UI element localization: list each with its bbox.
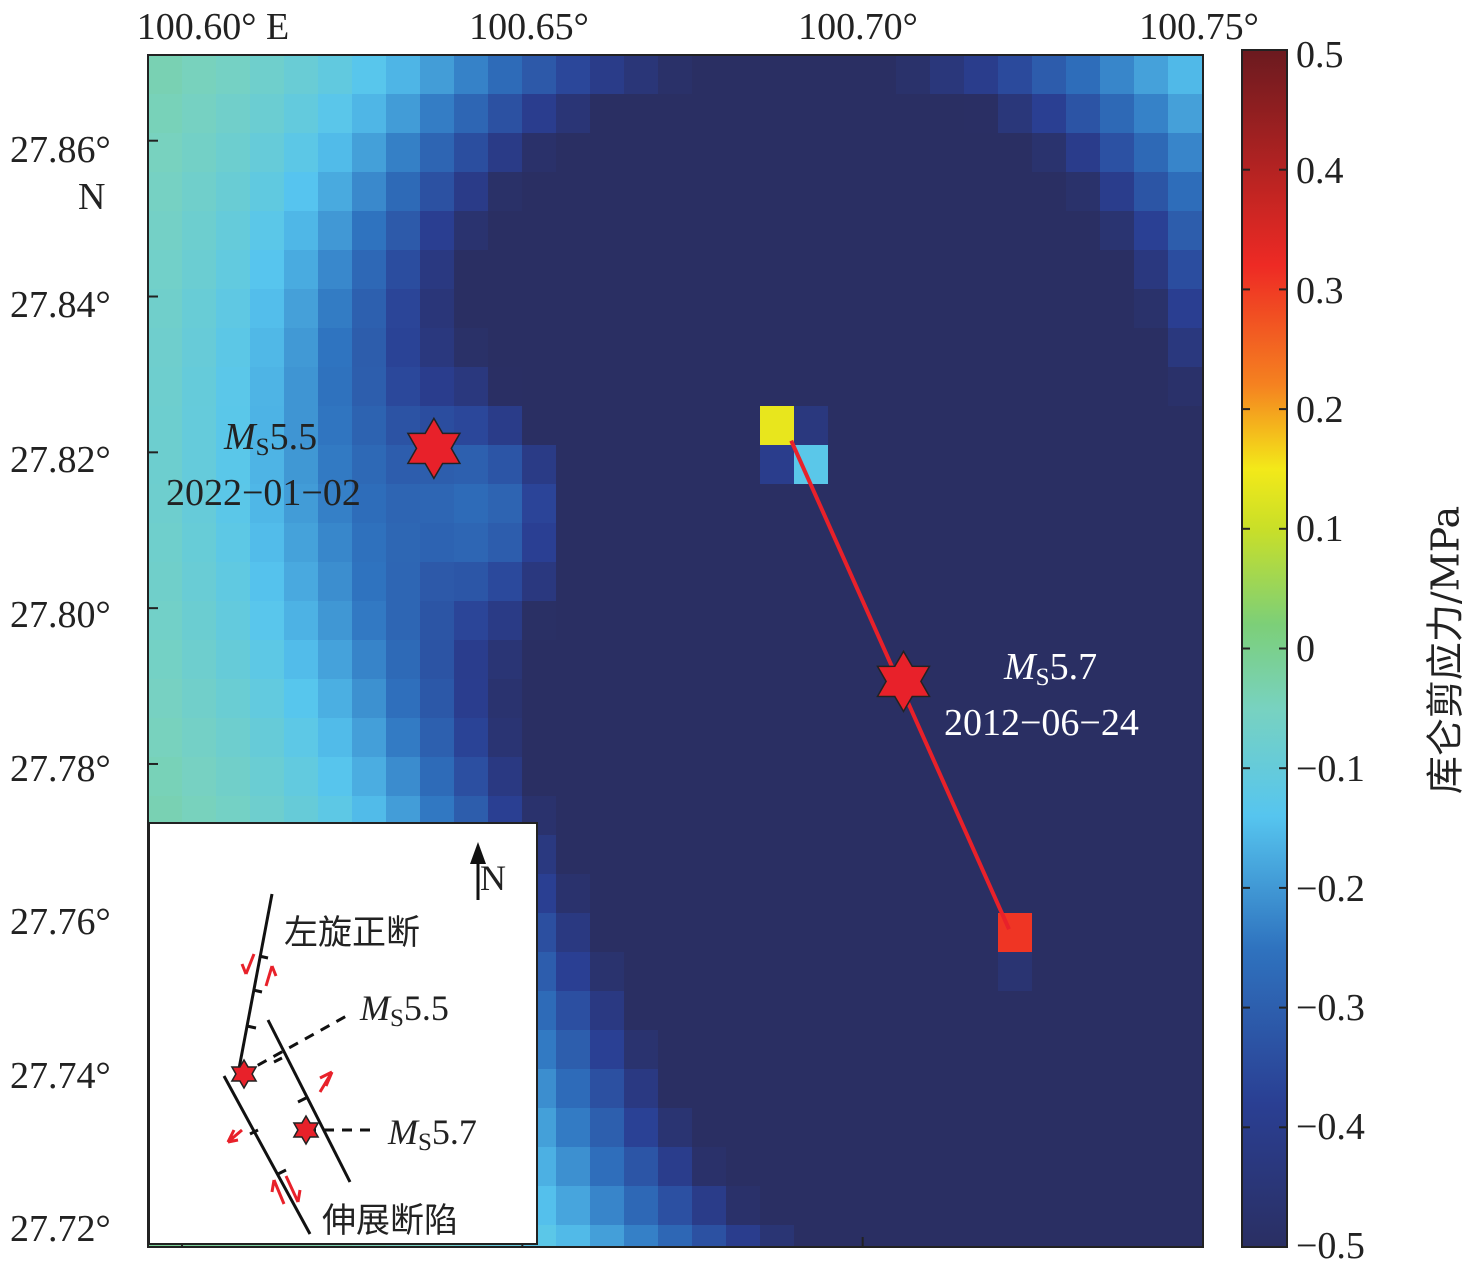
x-tick-label: 100.60° E bbox=[136, 6, 290, 48]
y-tick-label: 27.82° bbox=[10, 439, 111, 481]
colorbar-tick-label: 0.1 bbox=[1296, 508, 1344, 550]
x-tick-label: 100.70° bbox=[798, 6, 918, 48]
fault-sketch bbox=[222, 842, 486, 1235]
y-tick-label: 27.86° bbox=[10, 129, 111, 171]
colorbar-tick-label: 0 bbox=[1296, 628, 1315, 670]
x-tick-label: 100.65° bbox=[469, 6, 589, 48]
colorbar-tick-label: −0.4 bbox=[1296, 1106, 1365, 1148]
colorbar-tick-label: −0.5 bbox=[1296, 1225, 1365, 1267]
fault-1-label: 左旋正断 bbox=[284, 913, 420, 953]
y-tick-label: 27.76° bbox=[10, 901, 111, 943]
y-unit-label: N bbox=[78, 176, 106, 218]
y-tick-label: 27.78° bbox=[10, 748, 111, 790]
map-frame bbox=[147, 54, 1204, 1248]
inset-star-2 bbox=[292, 1114, 320, 1146]
inset-event-5-7-label: MS5.7 bbox=[388, 1112, 477, 1156]
x-tick-label: 100.75° bbox=[1139, 6, 1259, 48]
colorbar-ticks bbox=[1242, 49, 1287, 1248]
y-tick-label: 27.74° bbox=[10, 1055, 111, 1097]
y-tick-label: 27.72° bbox=[10, 1208, 111, 1250]
fault-2-line bbox=[222, 1075, 312, 1235]
y-tick-label: 27.84° bbox=[10, 284, 111, 326]
y-tick-label: 27.80° bbox=[10, 594, 111, 636]
colorbar-tick-label: 0.3 bbox=[1296, 270, 1344, 312]
fault-2-label: 伸展断陷 bbox=[322, 1201, 458, 1241]
north-arrow bbox=[470, 842, 486, 900]
colorbar-tick-label: −0.1 bbox=[1296, 748, 1365, 790]
epicenter-markers bbox=[406, 416, 931, 713]
inset-north-label: N bbox=[480, 858, 506, 898]
event-5-7-date: 2012−06−24 bbox=[944, 702, 1139, 744]
inset-star-1 bbox=[230, 1058, 258, 1090]
colorbar-title: 库仑剪应力/MPa bbox=[1423, 505, 1468, 795]
inset-epicenters bbox=[230, 1058, 320, 1146]
event-5-5-date: 2022−01−02 bbox=[166, 472, 361, 514]
colorbar-tick-label: 0.5 bbox=[1296, 34, 1344, 76]
motion-arrows bbox=[226, 953, 334, 1205]
event-5-5-magnitude: MS5.5 bbox=[224, 416, 318, 461]
colorbar-tick-label: −0.3 bbox=[1296, 987, 1365, 1029]
epicenter-star-1 bbox=[406, 416, 462, 480]
fault-sketch-inset: N 左旋正断 MS5.5 MS5.7 伸展断陷 bbox=[148, 822, 538, 1245]
colorbar-tick-label: 0.2 bbox=[1296, 389, 1344, 431]
colorbar-tick-label: 0.4 bbox=[1296, 150, 1344, 192]
fault-1-line bbox=[236, 893, 274, 1075]
epicenter-star-2 bbox=[876, 649, 931, 713]
fault-3-line bbox=[266, 1019, 352, 1183]
event-5-7-magnitude: MS5.7 bbox=[1004, 646, 1098, 691]
colorbar-tick-label: −0.2 bbox=[1296, 868, 1365, 910]
inset-event-5-5-label: MS5.5 bbox=[360, 988, 449, 1032]
